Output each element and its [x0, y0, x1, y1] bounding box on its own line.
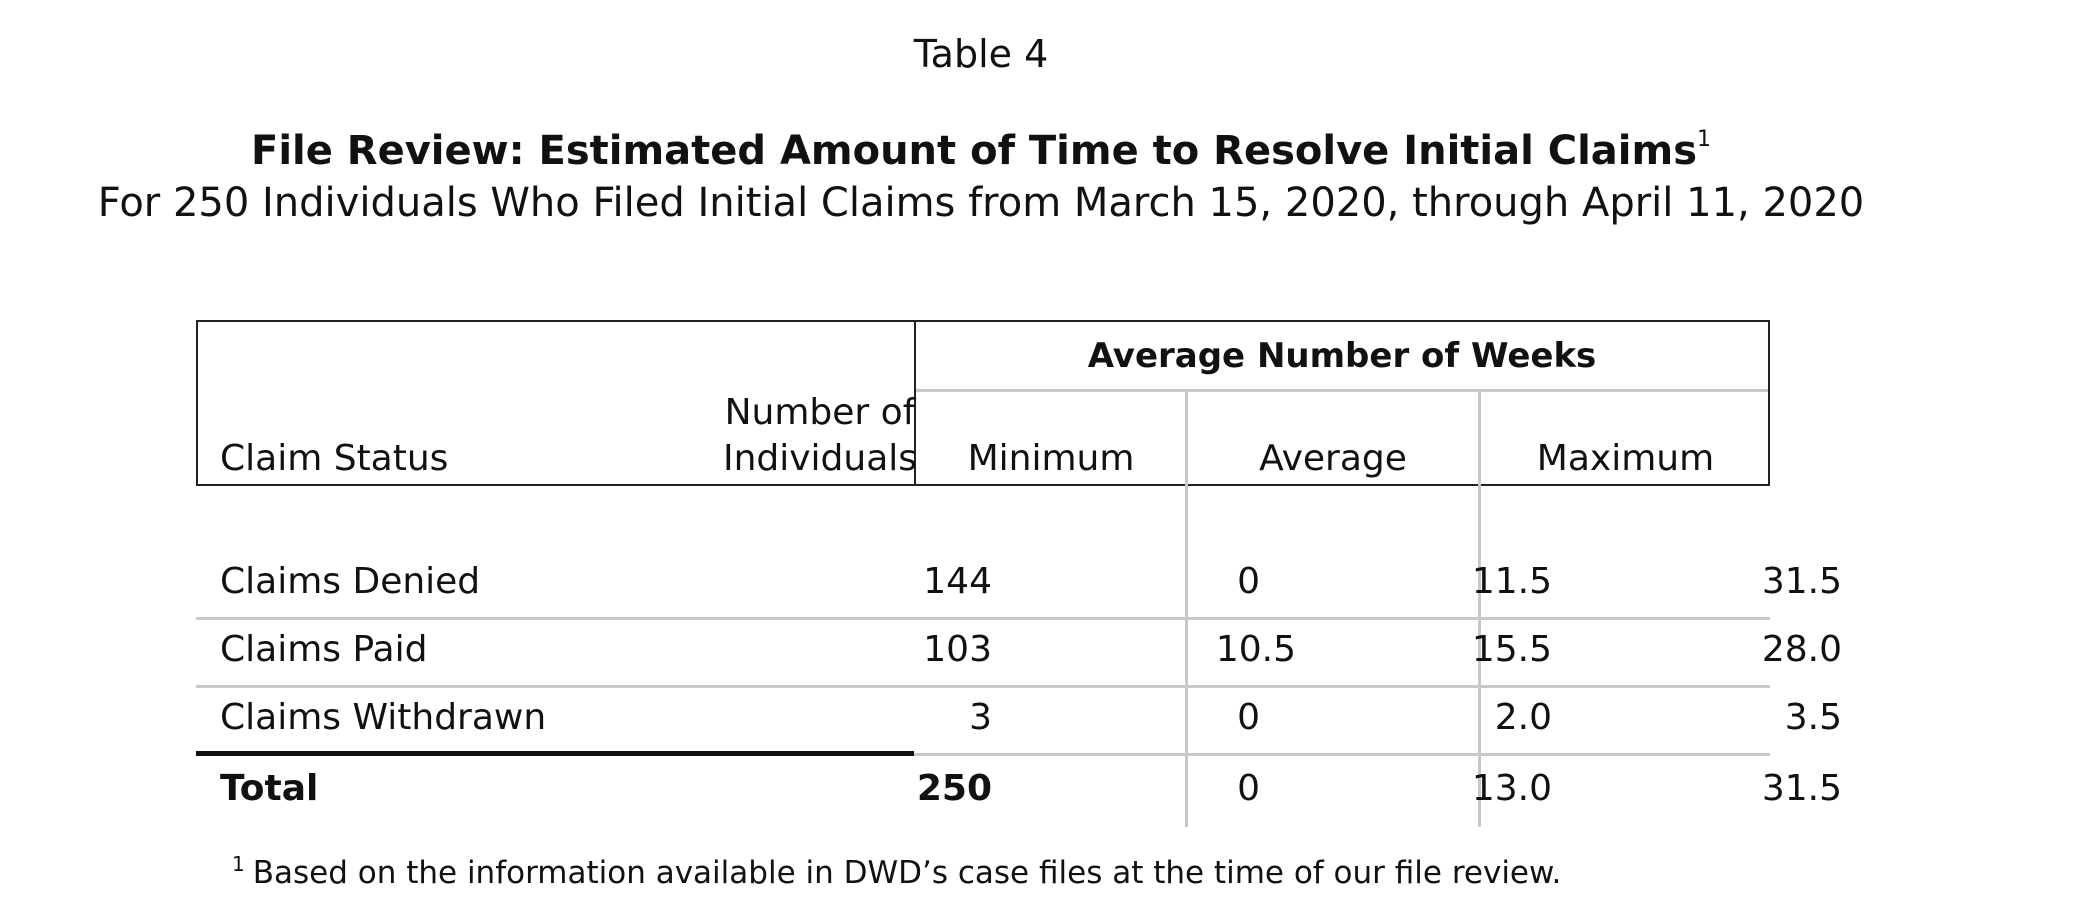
row-1-maximum: 31.5: [1761, 561, 1842, 602]
header-group-divider: [914, 320, 916, 486]
total-count: 250: [916, 768, 992, 809]
header-average: Average: [1259, 438, 1407, 479]
row-separator-2: [196, 685, 1770, 688]
footnote: 1 Based on the information available in D…: [232, 852, 1561, 894]
column-divider-1: [1185, 391, 1188, 827]
total-average: 13.0: [1471, 768, 1552, 809]
header-count-line-2: Individuals: [722, 438, 918, 479]
header-bottom-border: [196, 484, 1770, 486]
row-1-minimum: 0: [1237, 561, 1260, 602]
row-separator-1: [196, 617, 1770, 620]
row-1-count: 144: [923, 561, 992, 602]
table-title: File Review: Estimated Amount of Time to…: [0, 124, 1962, 178]
header-maximum: Maximum: [1536, 438, 1715, 479]
column-divider-2: [1478, 391, 1481, 827]
total-maximum: 31.5: [1761, 768, 1842, 809]
row-2-average: 15.5: [1471, 629, 1552, 670]
row-3-maximum: 3.5: [1784, 697, 1842, 738]
title-footnote-marker: 1: [1697, 127, 1711, 152]
row-2-maximum: 28.0: [1761, 629, 1842, 670]
claims-table: Average Number of Weeks Claim Status Num…: [196, 320, 1842, 830]
total-minimum: 0: [1237, 768, 1260, 809]
group-underline: [916, 389, 1768, 392]
row-3-count: 3: [969, 697, 992, 738]
header-count-line-1: Number of: [724, 392, 916, 433]
total-rule-thick: [196, 751, 914, 756]
table-subtitle: For 250 Individuals Who Filed Initial Cl…: [97, 180, 1865, 226]
footnote-text: Based on the information available in DW…: [252, 855, 1562, 891]
row-1-status: Claims Denied: [220, 561, 481, 602]
row-3-average: 2.0: [1494, 697, 1552, 738]
table-number: Table 4: [913, 32, 1049, 76]
header-top-border: [196, 320, 1770, 322]
total-status: Total: [220, 768, 319, 809]
row-1-average: 11.5: [1471, 561, 1552, 602]
footnote-marker: 1: [232, 852, 245, 876]
row-3-minimum: 0: [1237, 697, 1260, 738]
row-3-status: Claims Withdrawn: [220, 697, 547, 738]
group-header: Average Number of Weeks: [1087, 336, 1597, 376]
row-2-count: 103: [923, 629, 992, 670]
row-2-minimum: 10.5: [1215, 629, 1296, 670]
header-minimum: Minimum: [967, 438, 1135, 479]
header-claim-status: Claim Status: [220, 438, 449, 479]
row-2-status: Claims Paid: [220, 629, 428, 670]
table-title-text: File Review: Estimated Amount of Time to…: [251, 128, 1697, 174]
header-left-border: [196, 320, 198, 486]
header-right-border: [1768, 320, 1770, 486]
total-rule-thin: [914, 753, 1770, 756]
